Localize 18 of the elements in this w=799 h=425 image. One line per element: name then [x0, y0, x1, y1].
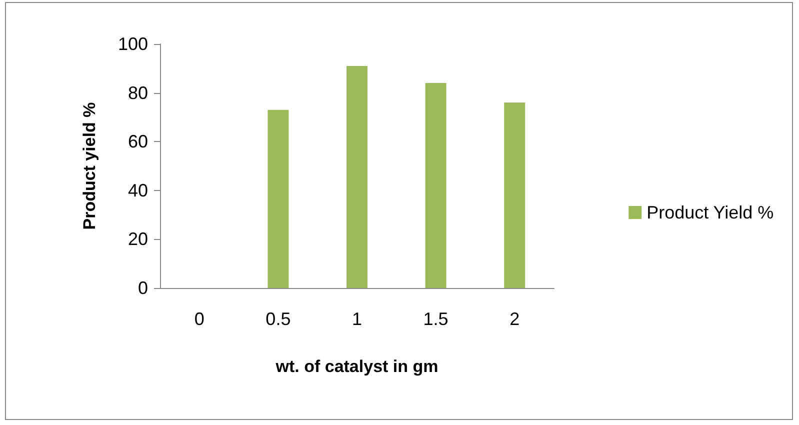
y-tick-label: 20	[128, 229, 148, 250]
y-tick-label: 40	[128, 180, 148, 200]
bar	[425, 83, 446, 288]
x-tick-label: 0	[194, 309, 204, 329]
x-tick-label: 1.5	[423, 309, 448, 329]
bar	[504, 102, 526, 288]
y-tick-label: 0	[138, 278, 148, 298]
x-tick-label: 1	[352, 309, 362, 329]
y-axis-title: Product yield %	[80, 102, 99, 230]
x-tick-label: 2	[510, 309, 520, 329]
y-tick-label: 60	[128, 132, 148, 152]
bar	[268, 110, 289, 288]
x-tick-label: 0.5	[266, 309, 291, 329]
bar	[346, 66, 368, 288]
legend-label: Product Yield %	[646, 202, 774, 222]
y-tick-label: 100	[118, 34, 148, 54]
x-axis-title: wt. of catalyst in gm	[274, 357, 438, 376]
y-tick-label: 80	[128, 82, 148, 103]
